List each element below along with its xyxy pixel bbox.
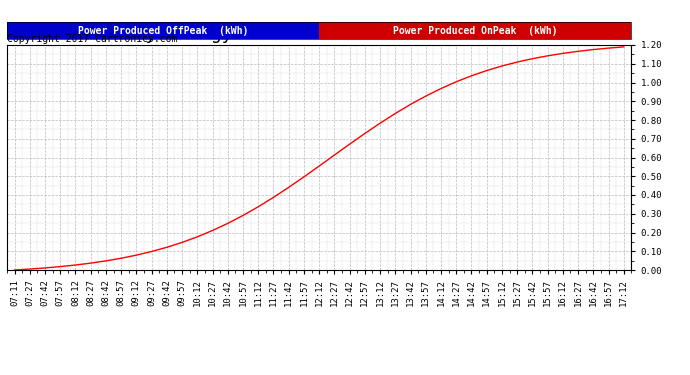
- Text: Power Produced OffPeak  (kWh): Power Produced OffPeak (kWh): [78, 26, 248, 36]
- Text: Power Produced OnPeak  (kWh): Power Produced OnPeak (kWh): [393, 26, 558, 36]
- Title: Daily Energy Production Fri Feb 24 17:22: Daily Energy Production Fri Feb 24 17:22: [101, 26, 537, 44]
- Text: Copyright 2017 Cartronics.com: Copyright 2017 Cartronics.com: [7, 34, 177, 44]
